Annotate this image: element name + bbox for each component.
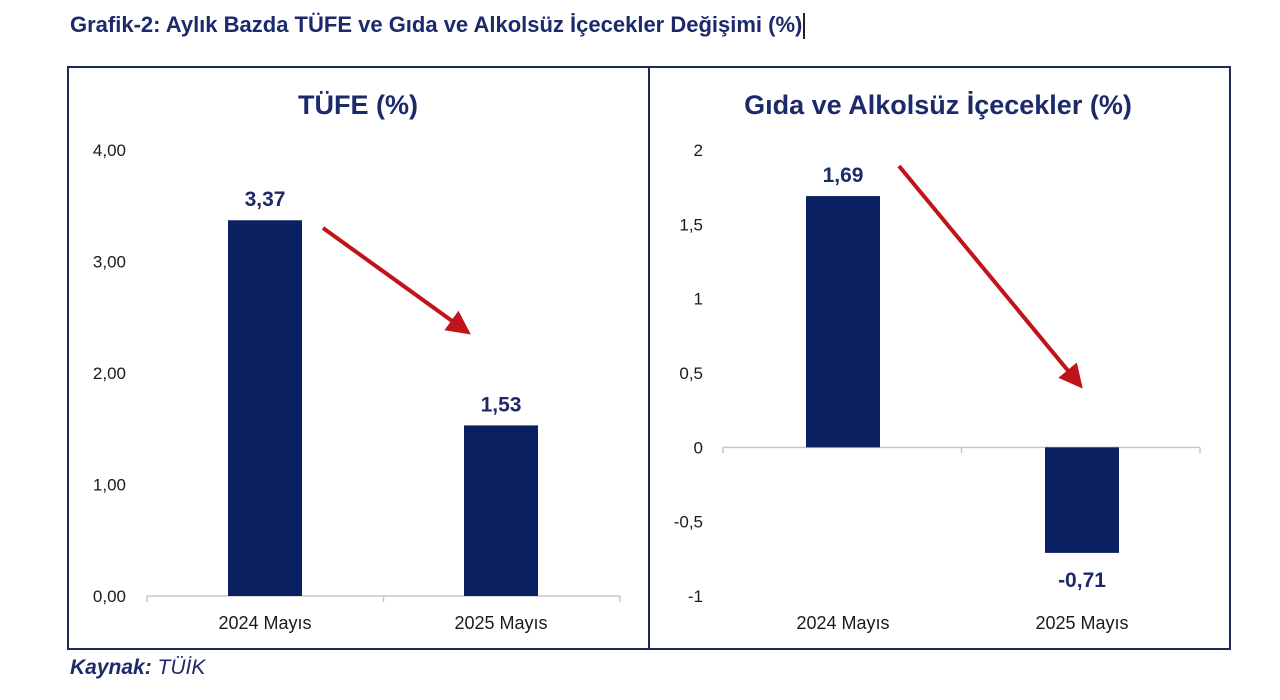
panel1-ytick-label: 0,00 bbox=[93, 587, 126, 606]
panel2-decrease-arrow bbox=[897, 164, 1083, 389]
panel1-bar bbox=[228, 220, 302, 596]
panel1-ytick-label: 4,00 bbox=[93, 141, 126, 160]
panel1-category-label: 2025 Mayıs bbox=[454, 613, 547, 633]
panel2-value-label: 1,69 bbox=[823, 164, 864, 187]
panel2-ytick-label: 0,5 bbox=[679, 364, 703, 383]
panel1-bar bbox=[464, 425, 538, 596]
figure-title: Grafik-2: Aylık Bazda TÜFE ve Gıda ve Al… bbox=[70, 12, 805, 40]
source-value: TÜİK bbox=[157, 656, 206, 679]
panel2-ytick-label: -1 bbox=[688, 587, 703, 606]
panel2-bar bbox=[806, 196, 880, 448]
panel2-ytick-label: 1,5 bbox=[679, 215, 703, 234]
source-note: Kaynak: TÜİK bbox=[70, 656, 205, 680]
figure-title-text: Grafik-2: Aylık Bazda TÜFE ve Gıda ve Al… bbox=[70, 12, 803, 37]
panel1-decrease-arrow bbox=[321, 226, 471, 335]
panel1-title: TÜFE (%) bbox=[298, 90, 418, 120]
panel2-value-label: -0,71 bbox=[1058, 569, 1106, 592]
panel2-ytick-label: 2 bbox=[694, 141, 703, 160]
panel2-bar bbox=[1045, 447, 1119, 553]
panel1-category-label: 2024 Mayıs bbox=[218, 613, 311, 633]
panel2-ytick-label: -0,5 bbox=[674, 513, 703, 532]
panel1-ytick-label: 1,00 bbox=[93, 476, 126, 495]
panel1-value-label: 1,53 bbox=[481, 393, 522, 416]
panel1-ytick-label: 3,00 bbox=[93, 253, 126, 272]
panel2-ytick-label: 0 bbox=[694, 438, 703, 457]
panel2-category-label: 2024 Mayıs bbox=[796, 613, 889, 633]
panel2-title: Gıda ve Alkolsüz İçecekler (%) bbox=[744, 90, 1132, 120]
panel-divider bbox=[648, 66, 650, 650]
source-label: Kaynak: bbox=[70, 656, 152, 679]
panel1-value-label: 3,37 bbox=[245, 188, 286, 211]
panel2-category-label: 2025 Mayıs bbox=[1035, 613, 1128, 633]
panel2-ytick-label: 1 bbox=[694, 290, 703, 309]
panel1-ytick-label: 2,00 bbox=[93, 364, 126, 383]
text-cursor bbox=[803, 13, 805, 40]
